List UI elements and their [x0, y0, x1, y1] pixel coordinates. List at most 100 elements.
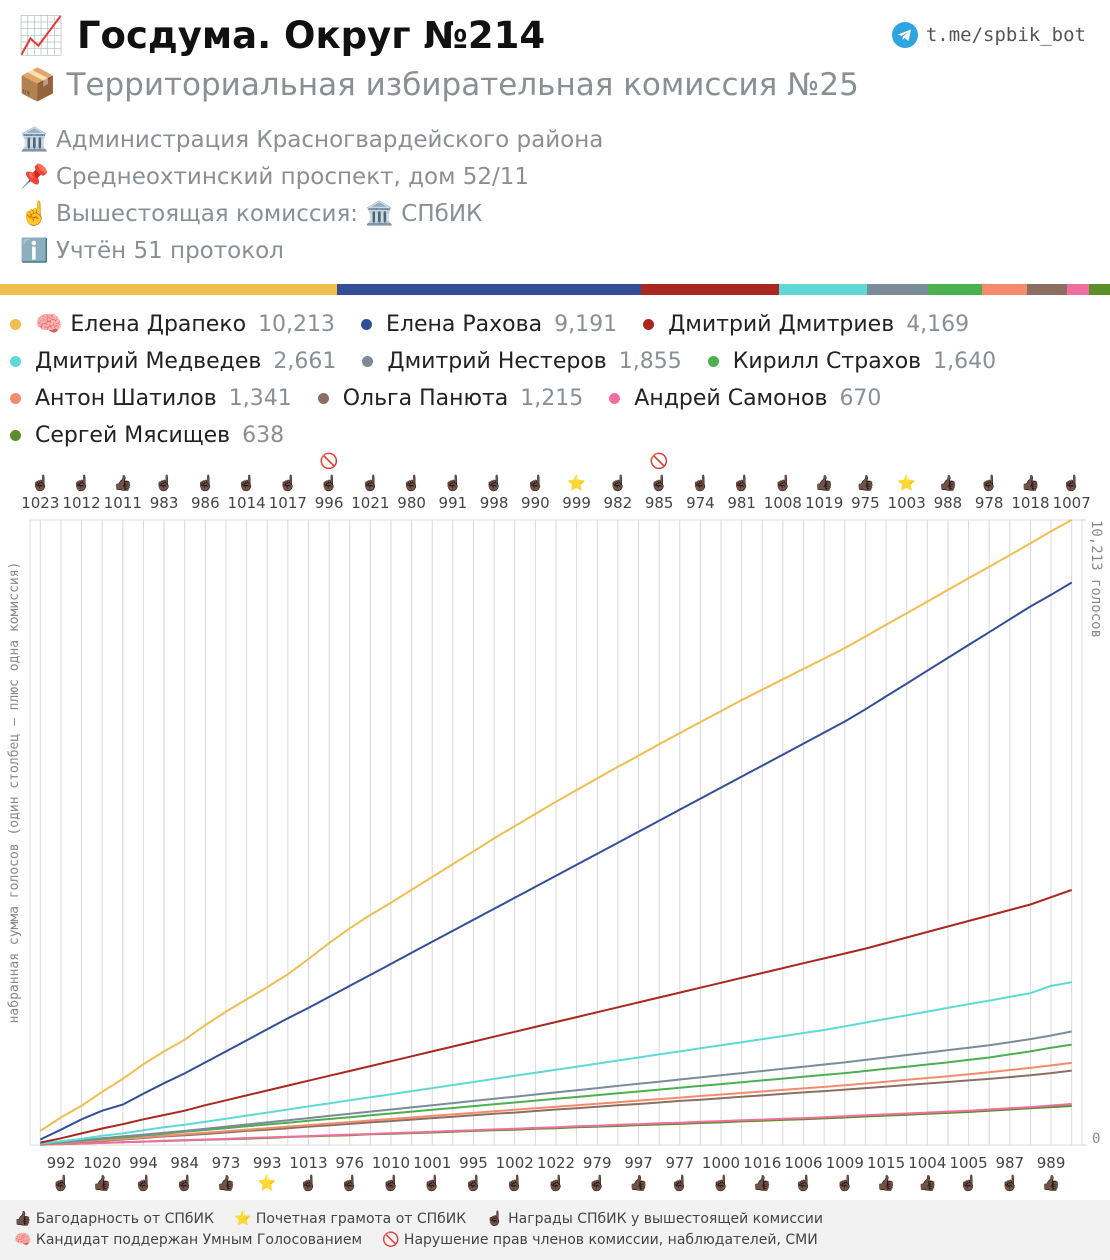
- column-icon: ☝🏿: [835, 1173, 854, 1192]
- x-tick-label: 991: [439, 494, 468, 512]
- share-segment: [928, 284, 983, 295]
- series-line: [39, 519, 1073, 1132]
- column-icon: ☝🏿: [505, 1173, 524, 1192]
- title: 📈 Госдума. Округ №214: [18, 14, 546, 57]
- column-icon: ☝🏿: [774, 473, 793, 492]
- x-tick-label: 1023: [21, 494, 59, 512]
- legend-item: Дмитрий Дмитриев 4,169: [643, 306, 969, 343]
- share-bar: [0, 284, 1110, 295]
- x-tick-label: 977: [665, 1154, 694, 1172]
- share-segment: [866, 284, 929, 295]
- share-segment: [337, 284, 642, 295]
- telegram-icon: [891, 22, 918, 48]
- column-icon: ☝🏿: [320, 473, 339, 492]
- x-tick-label: 981: [727, 494, 756, 512]
- subtitle: 📦 Территориальная избирательная комиссия…: [18, 67, 859, 103]
- column-icon: ☝🏿: [547, 1173, 566, 1192]
- x-tick-label: 974: [686, 494, 715, 512]
- legend-name: Елена Рахова: [386, 312, 543, 337]
- column-icon: ☝🏿: [464, 1173, 483, 1192]
- x-tick-label: 1011: [104, 494, 142, 512]
- x-tick-label: 979: [583, 1154, 612, 1172]
- column-icon: ☝🏿: [1062, 473, 1081, 492]
- footer-item: 🧠 Кандидат поддержан Умным Голосованием: [14, 1232, 363, 1248]
- column-icon: ☝🏿: [134, 1173, 153, 1192]
- x-tick-label: 996: [315, 494, 344, 512]
- column-icon: ☝🏿: [609, 473, 628, 492]
- x-tick-label: 1001: [413, 1154, 451, 1172]
- legend-name: Сергей Мясищев: [35, 423, 231, 448]
- legend-total: 1,215: [520, 386, 584, 411]
- x-tick-label: 978: [975, 494, 1004, 512]
- column-icon: 👍🏿: [939, 474, 958, 492]
- column-icon: ☝🏿: [1000, 1173, 1019, 1192]
- column-icon: ☝🏿: [72, 473, 91, 492]
- info-list: 🏛️ Администрация Красногвардейского райо…: [20, 122, 603, 270]
- column-icon: ☝🏿: [732, 473, 751, 492]
- info-line: 📌 Среднеохтинский проспект, дом 52/11: [20, 164, 530, 190]
- legend-dot: [10, 319, 21, 330]
- x-tick-label: 1000: [702, 1154, 740, 1172]
- x-tick-label: 1021: [351, 494, 389, 512]
- column-icon: ☝🏿: [980, 473, 999, 492]
- column-icon: ☝🏿: [794, 1173, 813, 1192]
- footer-item: ☝🏿 Награды СПбИК у вышестоящей комиссии: [486, 1211, 823, 1227]
- y-tick-label: 0: [1092, 1131, 1100, 1147]
- x-tick-label: 987: [995, 1154, 1024, 1172]
- x-tick-label: 997: [624, 1154, 653, 1172]
- column-icon: ☝🏿: [382, 1173, 401, 1192]
- column-icon: ☝🏿: [340, 1173, 359, 1192]
- x-tick-label: 1002: [496, 1154, 534, 1172]
- column-icon: 👍🏿: [113, 474, 132, 492]
- legend-dot: [10, 430, 21, 441]
- legend-item: Антон Шатилов 1,341: [10, 380, 292, 417]
- x-tick-label: 976: [335, 1154, 364, 1172]
- x-tick-label: 1004: [908, 1154, 946, 1172]
- link-text[interactable]: t.me/spbik_bot: [925, 24, 1086, 46]
- series-line: [40, 1030, 1072, 1146]
- x-tick-label: 984: [170, 1154, 199, 1172]
- column-icon: ☝🏿: [196, 473, 215, 492]
- legend-dot: [609, 393, 621, 404]
- bot-link[interactable]: t.me/spbik_bot: [891, 22, 1086, 48]
- x-tick-label: 1013: [289, 1154, 327, 1172]
- chart: 1023☝🏿992☝🏿1012☝🏿1020👍🏿1011👍🏿994☝🏿983☝🏿9…: [7, 452, 1104, 1192]
- legend-item: Ольга Панюта 1,215: [317, 380, 584, 417]
- footer-item: ⭐ Почетная грамота от СПбИК: [233, 1211, 467, 1227]
- legend-name: Антон Шатилов: [35, 386, 217, 411]
- x-tick-label: 1007: [1053, 494, 1091, 512]
- x-tick-label: 990: [521, 494, 550, 512]
- column-icon: ☝🏿: [299, 1173, 318, 1192]
- column-icon: 👍🏿: [856, 474, 875, 492]
- column-icon: 🚫: [650, 452, 669, 470]
- column-icon: 🚫: [320, 452, 339, 470]
- legend-item: Андрей Самонов 670: [609, 380, 881, 417]
- footer-row: 🧠 Кандидат поддержан Умным Голосованием …: [14, 1230, 1110, 1251]
- x-tick-label: 992: [47, 1154, 76, 1172]
- column-icon: 👍🏿: [93, 1174, 112, 1192]
- column-icon: ☝🏿: [52, 1173, 71, 1192]
- x-tick-label: 1017: [269, 494, 307, 512]
- column-icon: 👍🏿: [918, 1174, 937, 1192]
- legend-item: Дмитрий Медведев 2,661: [10, 343, 336, 380]
- legend-name: Дмитрий Медведев: [35, 349, 262, 374]
- legend-total: 1,640: [933, 349, 997, 374]
- column-icon: ☝🏿: [444, 473, 463, 492]
- legend-total: 9,191: [554, 312, 618, 337]
- x-tick-label: 988: [934, 494, 963, 512]
- x-tick-label: 983: [150, 494, 179, 512]
- column-icon: ☝🏿: [423, 1173, 442, 1192]
- x-tick-label: 973: [212, 1154, 241, 1172]
- footer-item: 🚫 Нарушение прав членов комиссии, наблюд…: [382, 1232, 818, 1248]
- x-tick-label: 1022: [537, 1154, 575, 1172]
- legend-item: Сергей Мясищев 638: [10, 417, 284, 454]
- column-icon: ☝🏿: [155, 473, 174, 492]
- column-icon: 👍🏿: [629, 1174, 648, 1192]
- legend-dot: [643, 319, 655, 330]
- series-line: [40, 1069, 1072, 1146]
- legend-name: Ольга Панюта: [342, 386, 509, 411]
- column-icon: ☝🏿: [588, 1173, 607, 1192]
- column-icon: 👍🏿: [1021, 474, 1040, 492]
- column-icon: ☝🏿: [670, 1173, 689, 1192]
